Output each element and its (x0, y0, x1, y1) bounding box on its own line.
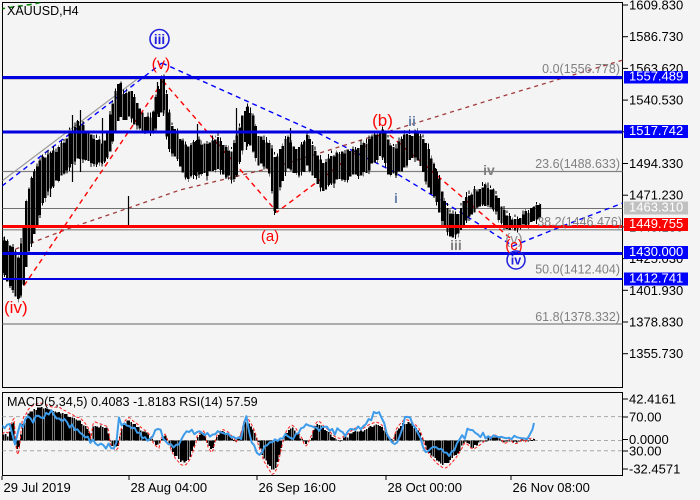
svg-text:1557.489: 1557.489 (629, 69, 683, 84)
svg-text:28 Aug 04:00: 28 Aug 04:00 (131, 480, 208, 495)
svg-text:1586.730: 1586.730 (629, 29, 683, 44)
svg-text:1517.742: 1517.742 (629, 123, 683, 138)
svg-text:0.0000: 0.0000 (629, 432, 669, 447)
svg-text:1378.830: 1378.830 (629, 315, 683, 330)
svg-text:1471.230: 1471.230 (629, 188, 683, 203)
svg-text:i: i (394, 190, 398, 206)
svg-text:iv: iv (483, 162, 495, 178)
svg-text:26 Sep 16:00: 26 Sep 16:00 (259, 480, 336, 495)
svg-text:1430.000: 1430.000 (629, 244, 683, 259)
svg-text:(b): (b) (372, 111, 393, 130)
svg-text:28 Oct 00:00: 28 Oct 00:00 (388, 480, 462, 495)
svg-text:1463.310: 1463.310 (629, 200, 683, 215)
svg-text:(v): (v) (152, 56, 171, 73)
svg-text:61.8(1378.332): 61.8(1378.332) (535, 310, 620, 324)
svg-text:1449.755: 1449.755 (629, 216, 683, 231)
svg-text:iii: iii (450, 237, 462, 253)
svg-text:23.6(1488.633): 23.6(1488.633) (535, 157, 620, 171)
svg-text:1540.530: 1540.530 (629, 93, 683, 108)
svg-text:1401.930: 1401.930 (629, 283, 683, 298)
svg-text:ii: ii (408, 113, 416, 129)
svg-text:1494.330: 1494.330 (629, 156, 683, 171)
svg-text:(a): (a) (261, 228, 279, 245)
svg-text:XAUUSD,H4: XAUUSD,H4 (7, 4, 79, 18)
svg-text:(iv): (iv) (4, 298, 28, 317)
svg-text:38.2(1446.476): 38.2(1446.476) (537, 215, 622, 229)
svg-text:50.0(1412.404): 50.0(1412.404) (535, 263, 620, 277)
svg-text:26 Nov 08:00: 26 Nov 08:00 (513, 480, 590, 495)
svg-text:70.00: 70.00 (629, 410, 662, 425)
svg-text:0.0(1556.778): 0.0(1556.778) (542, 62, 620, 76)
svg-text:MACD(5,34,5) 0.4083 -1.8183 RS: MACD(5,34,5) 0.4083 -1.8183 RSI(14) 57.5… (7, 395, 258, 409)
svg-text:(v): (v) (505, 231, 523, 248)
svg-text:42.4161: 42.4161 (629, 392, 676, 407)
svg-text:iv: iv (511, 254, 521, 268)
svg-text:1412.741: 1412.741 (629, 271, 683, 286)
svg-text:(c): (c) (505, 237, 523, 254)
svg-text:iii: iii (154, 32, 165, 47)
svg-text:-32.4571: -32.4571 (629, 462, 680, 477)
svg-text:1355.730: 1355.730 (629, 346, 683, 361)
svg-text:30.00: 30.00 (629, 444, 662, 459)
svg-text:29 Jul 2019: 29 Jul 2019 (4, 480, 71, 495)
svg-text:1609.830: 1609.830 (629, 0, 683, 13)
